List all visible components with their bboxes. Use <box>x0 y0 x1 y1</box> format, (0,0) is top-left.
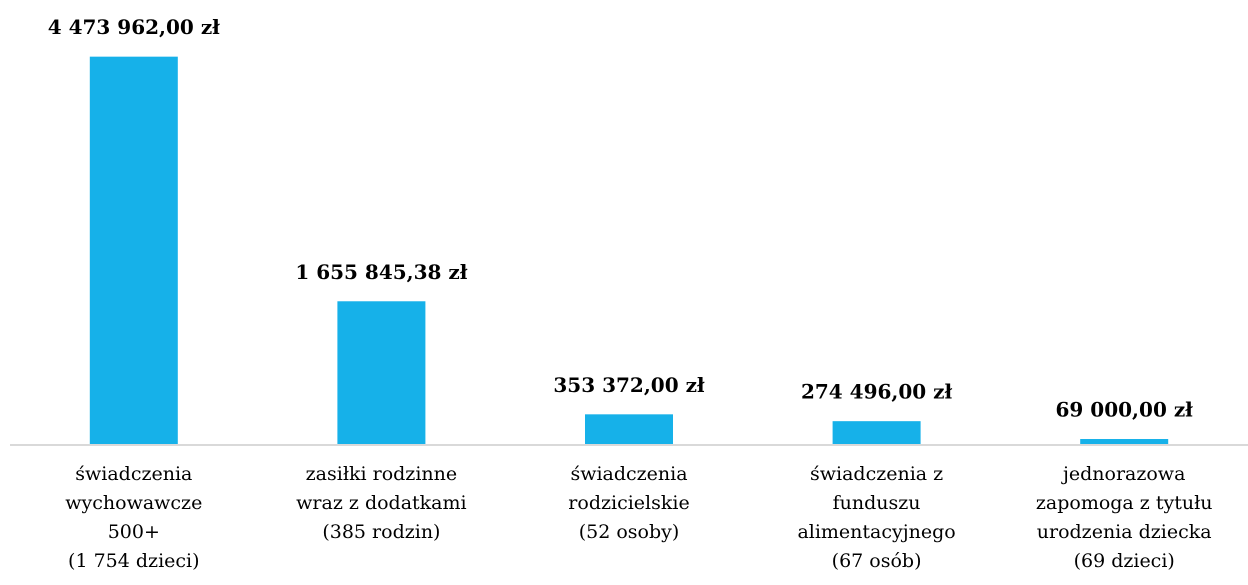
x-tick-label: świadczenia z <box>810 463 943 485</box>
bar <box>1080 439 1169 445</box>
value-label: 353 372,00 zł <box>553 373 705 397</box>
x-tick-label: (67 osób) <box>832 550 922 572</box>
x-tick-label: jednorazowa <box>1061 463 1185 485</box>
bar <box>832 421 921 445</box>
bar <box>337 301 426 445</box>
bar <box>585 414 673 445</box>
value-label: 1 655 845,38 zł <box>295 260 467 284</box>
value-label: 4 473 962,00 zł <box>48 15 220 39</box>
value-label: 274 496,00 zł <box>801 380 953 404</box>
x-tick-label: (385 rodzin) <box>322 521 440 543</box>
x-tick-label: rodzicielskie <box>568 492 689 514</box>
x-tick-label: (69 dzieci) <box>1074 550 1175 572</box>
x-tick-label: świadczenia <box>75 463 192 485</box>
value-label: 69 000,00 zł <box>1056 398 1194 422</box>
x-tick-label: alimentacyjnego <box>797 521 955 543</box>
x-tick-label: zapomoga z tytułu <box>1036 492 1213 514</box>
x-tick-label: funduszu <box>833 492 921 514</box>
x-tick-label: (1 754 dzieci) <box>68 550 199 572</box>
bar <box>89 56 178 446</box>
x-tick-label: świadczenia <box>570 463 687 485</box>
x-tick-label: wraz z dodatkami <box>296 492 466 514</box>
x-tick-label: wychowawcze <box>65 492 202 514</box>
x-tick-label: urodzenia dziecka <box>1037 521 1212 543</box>
x-tick-label: zasiłki rodzinne <box>306 463 457 485</box>
x-tick-label: (52 osoby) <box>579 521 680 543</box>
x-tick-label: 500+ <box>108 521 160 543</box>
